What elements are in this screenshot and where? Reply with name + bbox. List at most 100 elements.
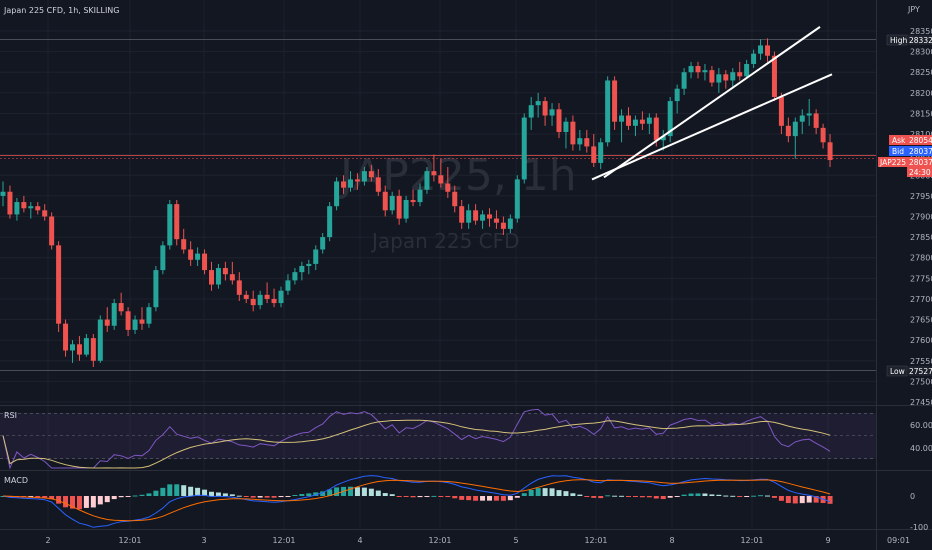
candle[interactable] bbox=[7, 185, 13, 219]
candle[interactable] bbox=[341, 175, 347, 194]
candle[interactable] bbox=[619, 109, 625, 143]
candle[interactable] bbox=[542, 96, 548, 126]
candle[interactable] bbox=[188, 241, 194, 266]
candle[interactable] bbox=[0, 181, 6, 207]
candle[interactable] bbox=[160, 241, 166, 275]
candle[interactable] bbox=[375, 169, 381, 196]
candle[interactable] bbox=[549, 103, 555, 126]
candle[interactable] bbox=[278, 286, 284, 308]
candle[interactable] bbox=[146, 303, 152, 328]
candle[interactable] bbox=[313, 245, 319, 271]
candle[interactable] bbox=[264, 282, 270, 304]
candle[interactable] bbox=[730, 68, 736, 87]
candle[interactable] bbox=[785, 117, 791, 143]
candle[interactable] bbox=[688, 61, 694, 79]
candle[interactable] bbox=[348, 171, 353, 192]
candle[interactable] bbox=[285, 274, 291, 295]
candle[interactable] bbox=[389, 191, 395, 215]
candle[interactable] bbox=[403, 195, 409, 223]
candle[interactable] bbox=[674, 84, 680, 114]
candle[interactable] bbox=[334, 177, 340, 211]
candle[interactable] bbox=[257, 290, 263, 310]
candle[interactable] bbox=[417, 183, 423, 207]
candle[interactable] bbox=[792, 117, 798, 159]
candle[interactable] bbox=[202, 249, 208, 275]
candle[interactable] bbox=[737, 61, 743, 81]
candle[interactable] bbox=[626, 107, 631, 130]
candle[interactable] bbox=[243, 290, 249, 304]
candle[interactable] bbox=[577, 129, 583, 151]
candle[interactable] bbox=[209, 261, 214, 291]
candle[interactable] bbox=[765, 38, 770, 62]
candle[interactable] bbox=[174, 200, 180, 246]
candle[interactable] bbox=[556, 103, 562, 139]
candle[interactable] bbox=[827, 134, 833, 168]
candle[interactable] bbox=[813, 109, 819, 135]
candle[interactable] bbox=[410, 189, 416, 207]
candle[interactable] bbox=[751, 49, 757, 69]
candle[interactable] bbox=[473, 204, 479, 225]
candle[interactable] bbox=[459, 200, 465, 229]
candle[interactable] bbox=[76, 336, 82, 361]
candle[interactable] bbox=[320, 232, 326, 254]
candle[interactable] bbox=[229, 261, 235, 285]
candle[interactable] bbox=[709, 66, 715, 87]
candle[interactable] bbox=[292, 268, 298, 285]
candle[interactable] bbox=[132, 315, 138, 334]
candle[interactable] bbox=[299, 261, 305, 281]
candle[interactable] bbox=[83, 333, 89, 357]
candle[interactable] bbox=[222, 261, 228, 281]
candle[interactable] bbox=[480, 210, 486, 229]
candle[interactable] bbox=[195, 247, 201, 266]
candle[interactable] bbox=[97, 315, 103, 363]
candle[interactable] bbox=[153, 265, 159, 312]
candle[interactable] bbox=[35, 202, 41, 215]
candlestick-series[interactable] bbox=[0, 38, 833, 367]
candle[interactable] bbox=[612, 76, 618, 130]
candle[interactable] bbox=[90, 333, 96, 367]
candle[interactable] bbox=[396, 189, 402, 225]
candle[interactable] bbox=[167, 200, 173, 250]
trendline-lower[interactable] bbox=[591, 73, 833, 181]
candle[interactable] bbox=[139, 307, 145, 330]
candle[interactable] bbox=[771, 51, 777, 102]
candle[interactable] bbox=[716, 68, 722, 93]
candle[interactable] bbox=[452, 185, 458, 213]
candle[interactable] bbox=[570, 115, 576, 151]
candle[interactable] bbox=[591, 134, 597, 168]
candle[interactable] bbox=[487, 208, 492, 227]
candle[interactable] bbox=[111, 298, 117, 330]
candle[interactable] bbox=[56, 241, 62, 332]
candle[interactable] bbox=[778, 92, 784, 135]
candle[interactable] bbox=[382, 185, 388, 217]
candle[interactable] bbox=[667, 96, 673, 143]
candle[interactable] bbox=[584, 129, 590, 153]
candle[interactable] bbox=[820, 123, 826, 149]
candle[interactable] bbox=[632, 115, 638, 137]
candle[interactable] bbox=[702, 63, 708, 81]
candle[interactable] bbox=[598, 138, 604, 170]
price-axis[interactable]: 2835028300282502820028150281002805028000… bbox=[910, 27, 932, 407]
trendline-upper[interactable] bbox=[603, 26, 821, 179]
candle[interactable] bbox=[118, 292, 124, 316]
candle[interactable] bbox=[466, 204, 472, 229]
candle[interactable] bbox=[493, 210, 499, 229]
candle[interactable] bbox=[215, 263, 221, 289]
candle[interactable] bbox=[42, 204, 48, 221]
candle[interactable] bbox=[438, 158, 444, 188]
candle[interactable] bbox=[605, 76, 611, 147]
candle[interactable] bbox=[695, 61, 701, 79]
candle[interactable] bbox=[104, 307, 110, 332]
candle[interactable] bbox=[368, 164, 374, 182]
candle[interactable] bbox=[681, 68, 687, 95]
candle[interactable] bbox=[500, 216, 506, 236]
candle[interactable] bbox=[514, 175, 520, 223]
candle[interactable] bbox=[431, 154, 437, 182]
candle[interactable] bbox=[535, 92, 541, 118]
candle[interactable] bbox=[563, 117, 569, 149]
candle[interactable] bbox=[181, 228, 187, 254]
candle[interactable] bbox=[445, 167, 451, 198]
candle[interactable] bbox=[14, 197, 20, 221]
candle[interactable] bbox=[723, 70, 729, 89]
